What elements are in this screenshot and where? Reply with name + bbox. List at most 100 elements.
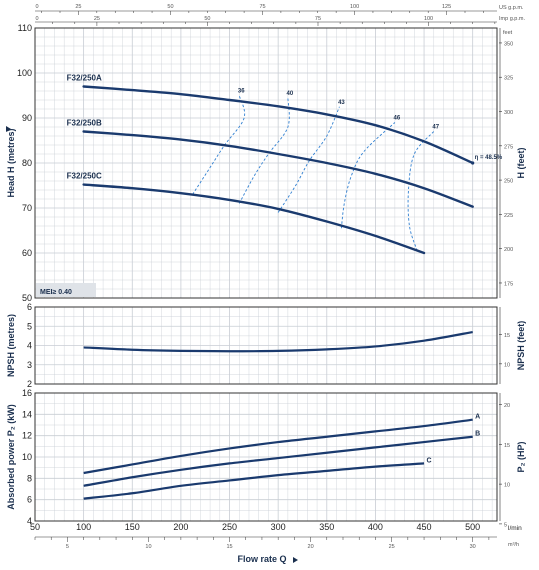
head-curve-f32-250c [82, 183, 426, 255]
axis-arrow-icon [293, 557, 298, 563]
imp-gpm-tick-label: 25 [94, 16, 100, 22]
y2-tick-label: 10 [504, 362, 510, 368]
y-tick-label: 90 [22, 113, 32, 123]
y-tick-label: 4 [27, 516, 32, 526]
x-unit-lmin: l/min [508, 525, 522, 532]
y2-tick-label: 15 [504, 443, 510, 449]
power-curve-b [83, 435, 473, 487]
x-unit-impgpm: Imp g.p.m. [499, 16, 525, 22]
y2-tick-label: 325 [504, 76, 513, 82]
efficiency-curve-47 [407, 131, 435, 251]
y-tick-label: 14 [22, 409, 32, 419]
m3h-tick-label: 20 [308, 544, 314, 550]
y-tick-label: 10 [22, 452, 32, 462]
y-tick-label: 16 [22, 388, 32, 398]
mei-box [36, 283, 96, 297]
y2-tick-label: 350 [504, 41, 513, 47]
y2-tick-label: 20 [504, 403, 510, 409]
power-panel: 4 6 8 10 12 14 16 5 10 15 20 Absorbed power P₂ (kW)… [6, 388, 526, 528]
y-tick-label: 80 [22, 158, 32, 168]
y-axis-title: NPSH (metres) [6, 314, 16, 377]
power-curve-label: A [475, 414, 480, 421]
y-tick-label: 6 [27, 302, 32, 312]
imp-gpm-tick-label: 75 [315, 16, 321, 22]
y-tick-label: 5 [27, 321, 32, 331]
x-tick-label: 50 [30, 522, 40, 532]
y2-tick-label: 15 [504, 333, 510, 339]
power-curve-label: C [427, 457, 432, 464]
y-tick-label: 50 [22, 293, 32, 303]
y2-tick-label: 250 [504, 179, 513, 185]
y2-tick-label: 200 [504, 247, 513, 253]
head-panel: 50 60 70 80 90 100 110 175 200 225 250 275 300 325 350… [6, 23, 526, 303]
head-curve-f32-250b [82, 130, 474, 208]
m3h-tick-label: 15 [226, 544, 232, 550]
imp-gpm-tick-label: 50 [204, 16, 210, 22]
us-gpm-tick-label: 100 [350, 4, 359, 10]
plot-frame [34, 392, 498, 522]
y-tick-label: 4 [27, 341, 32, 351]
axis-arrow-icon [6, 126, 11, 132]
efficiency-curve-40 [238, 97, 290, 204]
y-tick-label: 100 [17, 68, 32, 78]
plot-frame [34, 306, 498, 385]
us-gpm-tick-label: 75 [259, 4, 265, 10]
y-tick-label: 8 [27, 473, 32, 483]
plot-frame [34, 27, 498, 299]
head-curve-label: F32/250C [67, 172, 102, 181]
mei-label: MEI≥ 0.40 [40, 289, 72, 296]
head-curve-label: F32/250B [67, 119, 102, 128]
y2-tick-label: 10 [504, 483, 510, 489]
m3h-tick-label: 5 [66, 544, 69, 550]
x-tick-label: 200 [173, 522, 188, 532]
head-curve-f32-250a [82, 85, 474, 165]
y-axis-title: Head H (metres) [6, 128, 16, 197]
y2-tick-label: 5 [504, 522, 507, 528]
x-unit-usgpm: US g.p.m. [499, 5, 524, 11]
power-curve-label: B [475, 431, 480, 438]
efficiency-label: 36 [238, 89, 245, 95]
us-gpm-tick-label: 50 [167, 4, 173, 10]
x-tick-label: 100 [76, 522, 91, 532]
efficiency-curve-46 [340, 122, 396, 229]
us-gpm-tick-label: 125 [442, 4, 451, 10]
efficiency-label: 47 [432, 125, 439, 131]
x-tick-label: 150 [125, 522, 140, 532]
m3h-tick-label: 25 [389, 544, 395, 550]
y2-axis-title: P₂ (HP) [516, 441, 526, 472]
y2-tick-label: 275 [504, 144, 513, 150]
y-tick-label: 6 [27, 495, 32, 505]
us-gpm-tick-label: 0 [35, 4, 38, 10]
x-unit-m3h: m³/h [508, 542, 519, 548]
y2-axis-title: NPSH (feet) [516, 321, 526, 371]
y-tick-label: 70 [22, 203, 32, 213]
efficiency-point [471, 161, 475, 165]
y2-tick-label: 300 [504, 110, 513, 116]
y-tick-label: 110 [18, 23, 32, 33]
imp-gpm-tick-label: 0 [35, 16, 38, 22]
x-tick-label: 500 [465, 522, 480, 532]
imp-gpm-tick-label: 100 [424, 16, 433, 22]
top-axes: 0 25 50 75 100 125 0 25 50 75 100 US g.p.m. Imp g.p.… [35, 4, 525, 36]
x-tick-label: 300 [271, 522, 286, 532]
npsh-curve [83, 330, 473, 353]
x-tick-label: 350 [319, 522, 334, 532]
efficiency-label: 46 [394, 116, 401, 122]
x-tick-label: 250 [222, 522, 237, 532]
npsh-panel: 2 3 4 5 6 10 15 NPSH (metres) NPSH (feet) [6, 302, 526, 389]
efficiency-note: η = 48.5% [475, 155, 503, 161]
y-tick-label: 2 [27, 379, 32, 389]
efficiency-label: 43 [338, 100, 345, 106]
m3h-tick-label: 10 [145, 544, 151, 550]
x-tick-label: 400 [368, 522, 383, 532]
y-tick-label: 3 [27, 360, 32, 370]
x-tick-label: 450 [417, 522, 432, 532]
x-axis-title: Flow rate Q [237, 554, 286, 564]
m3h-tick-label: 30 [470, 544, 476, 550]
y2-tick-label: 175 [504, 281, 513, 287]
us-gpm-tick-label: 25 [75, 4, 81, 10]
y2-tick-label: 225 [504, 213, 513, 219]
